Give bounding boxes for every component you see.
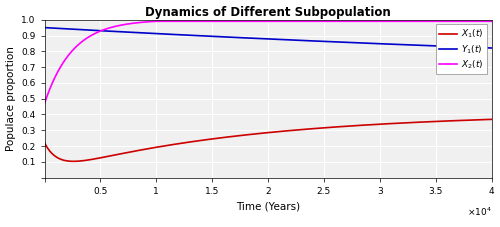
$X_1(t)$ [64,160,70,162]
$X_2(t)$ [42,102,48,105]
$Y_1(t)$ [397,43,403,46]
Y-axis label: Populace proportion: Populace proportion [6,46,16,151]
$X_2(t)$ [397,20,403,23]
$Y_1(t)$ [326,40,332,43]
Title: Dynamics of Different Subpopulation: Dynamics of Different Subpopulation [145,5,391,19]
$X_2(t)$ [373,20,379,23]
$X_1(t)$ [326,126,332,129]
$Y_1(t)$ [488,47,494,49]
$X_1(t)$ [306,128,312,130]
$X_1(t)$ [42,141,48,144]
$X_2(t)$ [488,20,494,23]
$X_2(t)$ [64,56,70,59]
Legend: $X_1(t)$, $Y_1(t)$, $X_2(t)$: $X_1(t)$, $Y_1(t)$, $X_2(t)$ [436,24,487,74]
Line: $X_1(t)$: $X_1(t)$ [44,119,492,161]
$X_1(t)$ [488,118,494,121]
$X_2(t)$ [326,20,332,23]
$X_1(t)$ [204,138,210,141]
$Y_1(t)$ [306,39,312,42]
$Y_1(t)$ [64,27,70,30]
Line: $X_2(t)$: $X_2(t)$ [44,21,492,103]
$X_2(t)$ [152,20,158,23]
$X_2(t)$ [204,20,210,23]
$Y_1(t)$ [204,35,210,37]
$X_1(t)$ [397,122,403,124]
$X_1(t)$ [373,123,379,126]
$X_1(t)$ [70,160,76,163]
$Y_1(t)$ [373,42,379,45]
Text: $\times10^4$: $\times10^4$ [467,206,491,218]
X-axis label: Time (Years): Time (Years) [236,201,300,211]
$X_2(t)$ [306,20,312,23]
$Y_1(t)$ [42,26,48,29]
Line: $Y_1(t)$: $Y_1(t)$ [44,28,492,48]
